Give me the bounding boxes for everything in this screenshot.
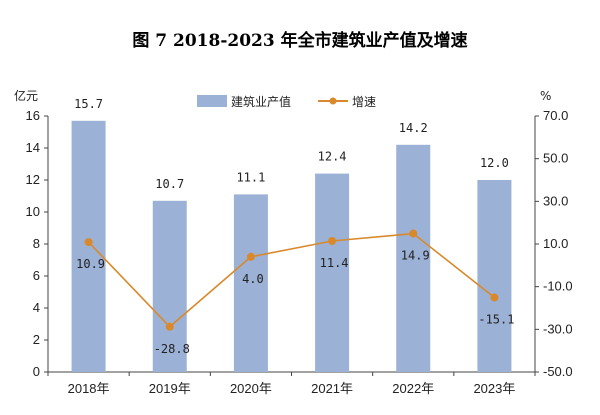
left-axis-tick-label: 6 [33,268,40,283]
growth-point [409,229,418,238]
bar-value-label: 12.4 [318,150,347,164]
chart-title: 图 7 2018-2023 年全市建筑业产值及增速 [132,30,467,51]
left-axis-tick-label: 14 [26,140,40,155]
growth-value-label: 14.9 [401,249,430,263]
bar [71,120,106,372]
bar-value-label: 12.0 [480,156,509,170]
right-axis-tick-label: -10.0 [543,279,573,294]
left-axis-tick-label: 12 [26,172,40,187]
growth-value-label: -28.8 [154,342,190,356]
right-axis-tick-label: 10.0 [543,236,568,251]
bar-value-label: 10.7 [155,177,184,191]
left-axis-tick-label: 10 [26,204,40,219]
left-axis-tick-label: 4 [33,300,40,315]
bar [396,144,431,372]
left-axis-tick-label: 0 [33,364,40,379]
growth-point [84,238,93,247]
legend-line-label: 增速 [352,95,376,109]
growth-value-label: 10.9 [76,257,105,271]
left-axis-unit: 亿元 [14,88,38,103]
x-axis-tick-label: 2020年 [230,381,272,396]
growth-point [328,237,337,246]
left-axis-tick-label: 16 [26,108,40,123]
growth-value-label: -15.1 [478,313,514,327]
left-axis-tick-label: 8 [33,236,40,251]
left-axis-tick-label: 2 [33,332,40,347]
growth-point [246,252,255,261]
bar [152,200,187,372]
bar [233,194,268,372]
right-axis-tick-label: -50.0 [543,364,573,379]
growth-value-label: 11.4 [320,256,349,270]
x-axis-tick-label: 2021年 [311,381,353,396]
legend: 建筑业产值 增速 [197,94,376,109]
right-axis-unit: % [540,89,551,103]
plot-area: 0 2 4 6 8 10 12 14 16 -50.0 -30.0 -10.0 10.0 30.0 50.0… [26,97,573,396]
growth-point [165,322,174,331]
bar-value-label: 14.2 [399,121,428,135]
right-axis-tick-label: 30.0 [543,193,568,208]
x-axis-tick-label: 2023年 [473,381,515,396]
right-axis-tick-label: 70.0 [543,108,568,123]
x-axis-tick-label: 2019年 [149,381,191,396]
legend-line-marker [329,97,337,105]
x-axis-tick-label: 2018年 [68,381,110,396]
bar [315,173,350,372]
bar-value-label: 15.7 [74,97,103,111]
bar-value-label: 11.1 [236,170,265,184]
growth-line [88,232,495,328]
growth-point [490,293,499,302]
right-axis-tick-label: 50.0 [543,151,568,166]
x-axis-tick-label: 2022年 [392,381,434,396]
right-axis-tick-label: -30.0 [543,321,573,336]
legend-bar-swatch [197,95,227,107]
bar [477,180,512,372]
legend-bar-label: 建筑业产值 [231,94,291,109]
growth-value-label: 4.0 [242,272,264,286]
